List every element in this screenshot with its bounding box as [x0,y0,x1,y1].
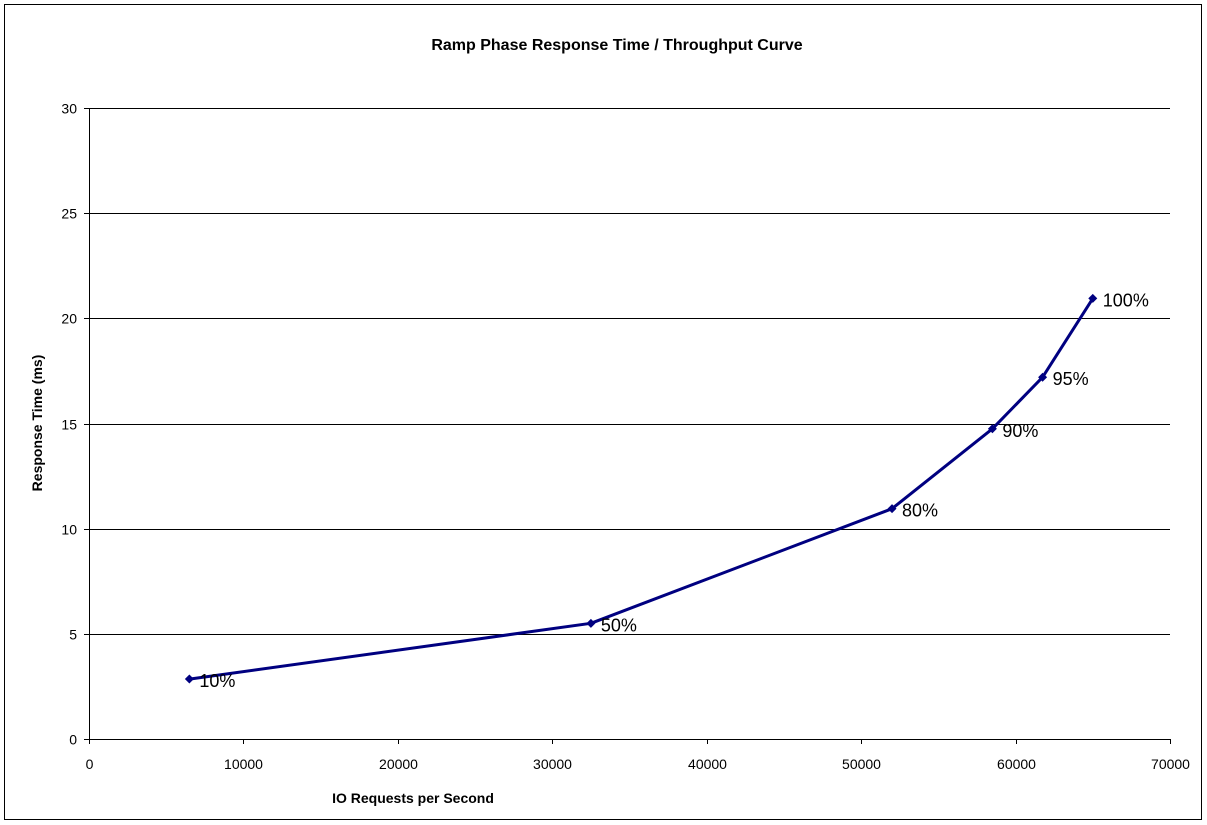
line-chart: Ramp Phase Response Time / Throughput Cu… [29,37,1191,806]
x-tick-label-0: 0 [86,756,94,772]
data-label-4: 95% [1053,369,1089,389]
x-axis-title: IO Requests per Second [332,790,494,806]
x-tick-label-3: 30000 [533,756,572,772]
data-labels: 10% 50% 80% 90% 95% 100% [199,290,1148,691]
data-point-0 [184,674,194,684]
x-tick-label-5: 50000 [842,756,881,772]
data-point-2 [887,504,897,514]
data-label-1: 50% [601,615,637,635]
x-tick-label-2: 20000 [379,756,418,772]
x-tick-label-7: 70000 [1151,756,1190,772]
data-label-3: 90% [1002,421,1038,441]
gridlines [89,108,1170,635]
data-markers [184,293,1098,684]
chart-frame: Ramp Phase Response Time / Throughput Cu… [4,4,1202,820]
x-tick-label-4: 40000 [688,756,727,772]
y-tick-label-3: 15 [61,417,77,433]
x-tick-label-6: 60000 [997,756,1036,772]
x-tick-label-1: 10000 [224,756,263,772]
x-tick-labels: 0 10000 20000 30000 40000 50000 60000 70000 [86,756,1191,772]
y-tick-label-4: 20 [61,311,77,327]
data-point-4 [1038,372,1048,382]
data-label-5: 100% [1103,290,1149,310]
data-label-2: 80% [902,501,938,521]
y-tick-label-5: 25 [61,206,77,222]
y-axis-title: Response Time (ms) [29,355,45,492]
series-line-0 [189,297,1095,681]
chart-title: Ramp Phase Response Time / Throughput Cu… [431,37,802,54]
y-tick-label-0: 0 [69,732,77,748]
y-tick-label-1: 5 [69,627,77,643]
axes [84,108,1171,744]
data-point-3 [987,424,997,434]
series-line [189,297,1095,681]
data-label-0: 10% [199,671,235,691]
data-point-1 [586,618,596,628]
y-tick-label-6: 30 [61,101,77,117]
y-tick-labels: 0 5 10 15 20 25 30 [61,101,77,748]
y-tick-label-2: 10 [61,522,77,538]
data-point-5 [1088,293,1098,303]
